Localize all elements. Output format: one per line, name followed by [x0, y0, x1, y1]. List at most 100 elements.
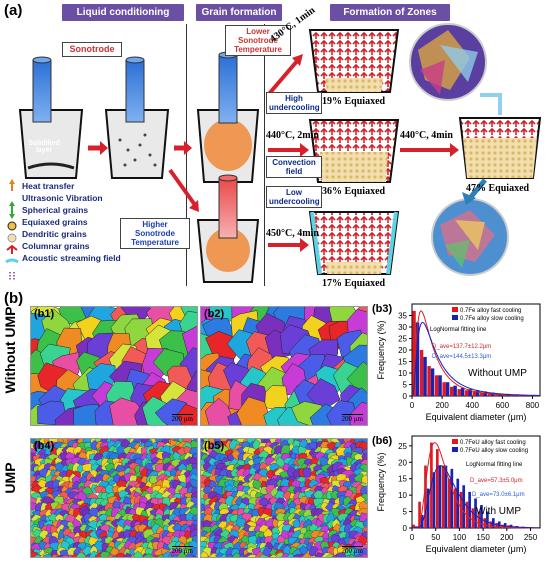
panel-label: (b6): [372, 435, 393, 447]
bar-slow: [420, 514, 424, 528]
bar-slow: [476, 390, 480, 396]
lower-temp-label: Lower Sonotrode Temperature: [225, 25, 291, 56]
bar-fast: [489, 521, 492, 528]
high-undercooling-label: High undercooling: [266, 92, 322, 114]
y-tick-label: 25: [398, 335, 407, 344]
schematic-illustration: [5, 23, 542, 283]
bar-fast: [424, 465, 427, 528]
bar-fast: [501, 524, 504, 528]
grain: [259, 554, 269, 557]
bar-slow: [438, 375, 442, 396]
bar-fast: [472, 391, 476, 396]
grain: [232, 552, 242, 557]
y-axis-label: Frequency (%): [376, 320, 386, 379]
sonotrode-label: Sonotrode: [62, 42, 122, 57]
x-tick-label: 150: [476, 533, 490, 542]
bar-fast: [465, 390, 469, 396]
bar-slow: [415, 322, 420, 396]
bar-fast: [495, 394, 499, 396]
bar-fast: [495, 523, 498, 528]
bar-slow: [474, 498, 477, 528]
legend: Heat transfer Ultrasonic Vibration Spher…: [22, 180, 121, 264]
crucible-2: [104, 56, 170, 179]
grain: [115, 552, 126, 557]
legend-fast: 0.7Fe alloy fast cooling: [460, 308, 521, 314]
bar-fast: [487, 393, 492, 396]
crucible-1: [18, 56, 84, 179]
bar-fast: [419, 350, 424, 396]
map-label-b2: (b2): [204, 308, 225, 320]
crucible-lower-temp: [196, 51, 260, 183]
x-tick-label: 600: [496, 401, 510, 410]
legend-ultrasonic-vibration: Ultrasonic Vibration: [22, 193, 103, 203]
fit-curve: [412, 465, 540, 529]
header-grain-formation: Grain formation: [196, 4, 282, 21]
x-tick-label: 0: [410, 401, 415, 410]
y-tick-label: 35: [398, 312, 407, 321]
x-tick-label: 0: [410, 533, 415, 542]
legend-dendritic-grains: Dendritic grains: [22, 229, 87, 239]
grain: [359, 552, 367, 557]
bar-slow: [450, 468, 454, 528]
bar-slow: [486, 511, 489, 528]
bar-fast: [427, 366, 431, 396]
bar-slow: [432, 472, 436, 528]
y-tick-label: 15: [398, 475, 407, 484]
zone-crucible-1: [308, 29, 400, 93]
grain: [179, 347, 197, 383]
zone-crucible-2: [308, 119, 400, 183]
scale-bar-b1: 200 μm: [171, 414, 193, 423]
scale-bar-b2: 200 μm: [341, 414, 363, 423]
fit-label: LogNormal fitting line: [430, 327, 487, 333]
header-liquid-conditioning: Liquid conditioning: [62, 4, 184, 21]
y-tick-label: 0: [403, 524, 408, 533]
histogram-b3: 0 200 400 600 800 0 5 10 15 20 25 30 35 Equivalent di…: [372, 303, 541, 422]
map-label-b4: (b4): [34, 440, 55, 452]
grain: [246, 554, 256, 557]
bar-slow: [445, 382, 450, 396]
bar-fast: [442, 382, 446, 396]
grain: [43, 553, 52, 557]
bar-slow: [438, 465, 442, 528]
bar-fast: [477, 511, 481, 528]
map-label-b5: (b5): [204, 440, 225, 452]
x-axis-label: Equivalent diameter (μm): [426, 544, 527, 554]
bar-slow: [460, 387, 465, 396]
legend-icons: [5, 179, 19, 280]
y-tick-label: 20: [398, 346, 407, 355]
grain: [133, 550, 144, 557]
equiaxed-47: 47% Equiaxed: [466, 183, 530, 194]
y-tick-label: 30: [398, 323, 407, 332]
bar-fast: [418, 501, 421, 528]
x-tick-label: 400: [466, 401, 480, 410]
grain: [201, 551, 209, 557]
bar-fast: [412, 524, 415, 528]
bar-slow: [492, 518, 495, 528]
d-ave-slow: D_ave=73.0±6.1μm: [472, 492, 525, 498]
bar-fast: [459, 491, 463, 528]
grain: [236, 396, 272, 425]
panel-b-label: (b): [4, 290, 24, 307]
grain: [185, 552, 195, 557]
grain: [192, 556, 197, 557]
legend-heat-transfer: Heat transfer: [22, 181, 75, 191]
equiaxed-17: 17% Equiaxed: [322, 278, 386, 289]
x-axis-label: Equivalent diameter (μm): [426, 412, 527, 422]
fit-curve: [411, 321, 540, 397]
grain: [190, 496, 197, 507]
legend-swatch-fast: [452, 307, 458, 312]
divider-2: [264, 24, 265, 286]
map-label-b1: (b1): [34, 308, 55, 320]
bar-fast: [471, 508, 475, 528]
bar-slow: [430, 368, 435, 396]
legend-fast: 0.7FeU alloy fast cooling: [460, 440, 526, 446]
row-label-without-ump: Without UMP: [2, 306, 18, 394]
bar-slow: [480, 505, 483, 528]
bar-slow: [426, 488, 430, 528]
bar-slow: [503, 523, 507, 528]
grain: [33, 554, 42, 557]
panel-a: (a) Liquid conditioning Grain formation …: [4, 2, 542, 289]
y-axis-label: Frequency (%): [376, 452, 386, 511]
x-tick-label: 100: [453, 533, 467, 542]
grain: [204, 397, 235, 425]
